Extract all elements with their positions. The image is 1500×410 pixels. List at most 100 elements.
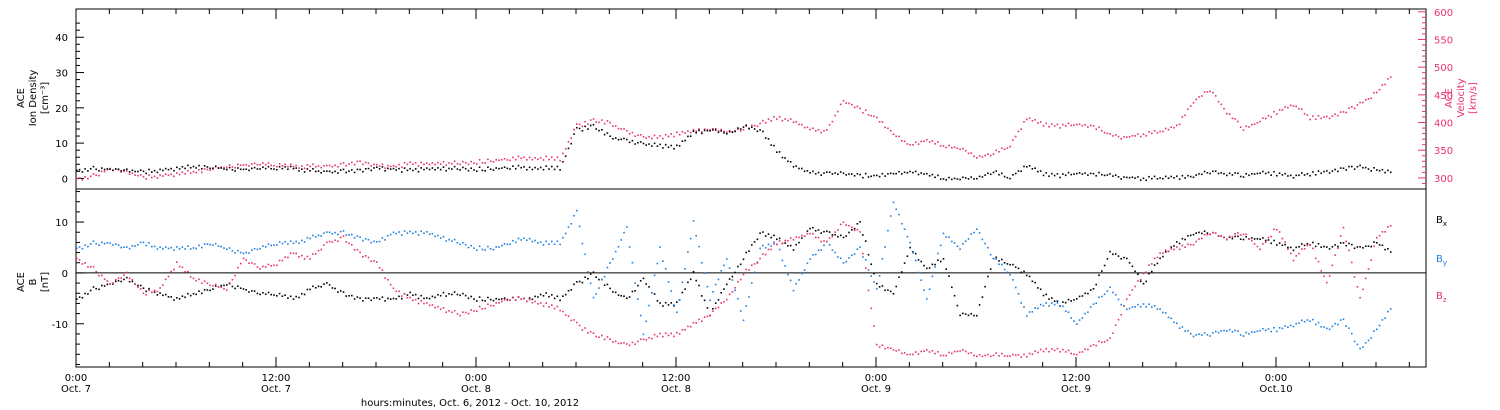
velocity-point <box>181 171 184 174</box>
velocity-point <box>970 152 972 154</box>
bx-point <box>1314 245 1317 248</box>
bz-point <box>337 240 339 242</box>
by-point <box>123 246 125 248</box>
velocity-point <box>148 174 150 176</box>
bx-point <box>637 284 639 287</box>
bx-point <box>442 291 445 294</box>
by-point <box>548 243 550 245</box>
bz-point <box>1326 281 1328 284</box>
bx-point <box>837 235 839 238</box>
velocity-point <box>837 110 839 113</box>
density-point <box>845 174 847 176</box>
velocity-point <box>964 150 967 152</box>
bx-point <box>1153 264 1156 266</box>
density-point <box>1317 170 1320 172</box>
density-point <box>284 166 286 168</box>
density-point <box>1262 170 1264 173</box>
bz-point <box>464 311 467 314</box>
velocity-point <box>864 109 867 111</box>
bx-point <box>1089 289 1092 291</box>
bz-point <box>348 242 350 245</box>
velocity-y-axis-label: ACE Velocity [km/s] <box>1444 78 1479 117</box>
bz-point <box>737 280 739 283</box>
bz-point <box>309 258 311 260</box>
bz-point <box>1042 350 1045 353</box>
velocity-point <box>814 130 817 132</box>
density-point <box>887 173 889 175</box>
density-point <box>617 138 620 141</box>
bz-point <box>1281 237 1284 240</box>
bx-point <box>1242 238 1245 241</box>
density-point <box>1192 176 1195 179</box>
bz-point <box>1323 275 1325 278</box>
by-series <box>76 201 1392 350</box>
by-point <box>117 244 120 246</box>
velocity-point <box>662 137 664 140</box>
bz-point <box>1170 248 1172 250</box>
bz-point <box>1051 348 1053 350</box>
density-point <box>251 167 253 170</box>
by-point <box>995 258 997 260</box>
density-point <box>1151 177 1153 180</box>
bz-point <box>1189 243 1192 246</box>
bz-point <box>434 306 436 309</box>
density-point <box>878 175 881 178</box>
bz-point <box>520 298 522 300</box>
density-point <box>642 142 645 145</box>
by-point <box>1253 331 1256 333</box>
by-point <box>439 237 442 239</box>
velocity-point <box>270 164 272 167</box>
density-point <box>187 164 189 167</box>
density-point <box>95 168 97 171</box>
bx-point <box>687 281 689 284</box>
density-point <box>951 178 953 181</box>
by-point <box>1320 326 1322 328</box>
density-point <box>909 170 911 173</box>
by-point <box>1170 317 1172 320</box>
bz-point <box>114 278 117 281</box>
density-point <box>676 144 678 147</box>
density-point <box>884 175 886 177</box>
bx-series <box>76 221 1392 317</box>
bz-point <box>1351 261 1353 264</box>
density-point <box>842 172 845 175</box>
velocity-point <box>276 165 278 168</box>
by-point <box>967 238 970 240</box>
bz-point <box>451 311 453 314</box>
bz-point <box>1212 231 1214 234</box>
bz-point <box>642 338 645 341</box>
bz-point <box>1378 234 1381 237</box>
velocity-point <box>1339 111 1342 113</box>
velocity-point <box>462 160 464 163</box>
density-point <box>795 165 797 167</box>
density-point <box>653 142 656 145</box>
density-point <box>273 168 275 170</box>
magnetic-field-panel-frame <box>75 188 1427 368</box>
by-point <box>581 242 584 245</box>
bx-point <box>945 268 947 270</box>
bz-point <box>1309 244 1311 246</box>
bx-point <box>131 280 134 283</box>
time-tick-label: 0:00 <box>465 373 487 384</box>
density-point <box>942 178 945 180</box>
density-velocity-series <box>76 76 1392 182</box>
density-point <box>1231 174 1234 176</box>
by-point <box>570 223 572 225</box>
bz-point <box>951 352 953 355</box>
bz-series <box>76 221 1392 358</box>
bz-point <box>628 344 631 347</box>
by-point <box>901 222 903 225</box>
bx-point <box>406 294 409 296</box>
by-point <box>323 232 325 234</box>
bz-point <box>476 310 478 312</box>
by-point <box>328 231 331 234</box>
bz-point <box>264 266 267 268</box>
bz-point <box>651 337 653 340</box>
by-point <box>673 304 675 306</box>
bx-point <box>878 286 881 288</box>
density-point <box>495 167 497 169</box>
density-point <box>1367 168 1370 170</box>
bz-point <box>120 277 122 279</box>
velocity-point <box>801 123 803 126</box>
density-point <box>737 127 739 129</box>
